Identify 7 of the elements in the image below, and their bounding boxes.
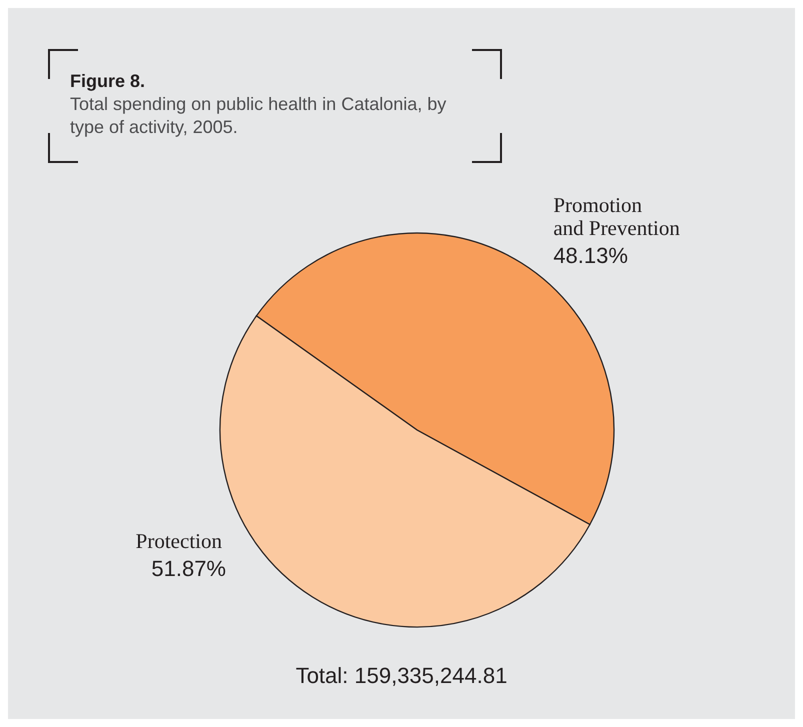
chart-title: Figure 8. xyxy=(70,70,146,93)
data-label: 48.13% xyxy=(553,243,628,268)
text: Total: 159,335,244.81 xyxy=(294,663,508,689)
data-label: 51.87% xyxy=(151,556,226,582)
chart-subtitle: Total spending on public health in Catalonia, by type of activity, 2005. xyxy=(70,93,448,139)
slice-label: Promotion and Prevention xyxy=(553,193,680,240)
slice-label: Protection xyxy=(136,529,222,554)
